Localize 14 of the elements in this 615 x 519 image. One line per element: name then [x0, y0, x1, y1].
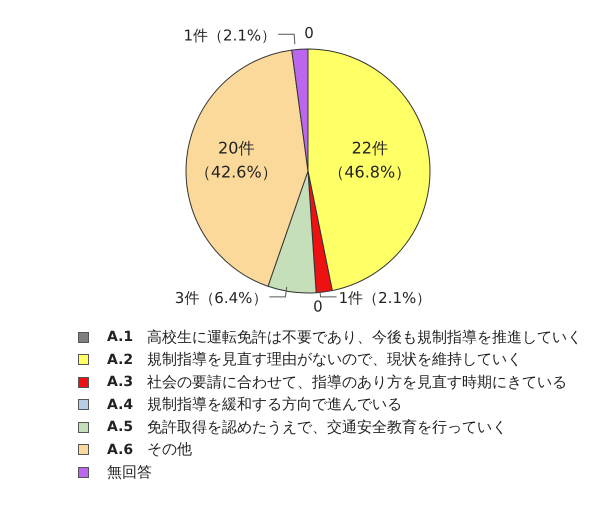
- legend-label: A.5 免許取得を認めたうえで、交通安全教育を行っていく: [107, 418, 507, 437]
- legend-label: A.3 社会の要請に合わせて、指導のあり方を見直す時期にきている: [107, 372, 567, 392]
- text: 0: [304, 24, 314, 42]
- legend-label: A.4 規制指導を緩和する方向で進んでいる: [107, 395, 402, 414]
- data-label: 1件（2.1%）: [338, 288, 432, 307]
- data-label: 1件（2.1%）: [184, 26, 276, 44]
- data-label: 3件（6.4%）: [174, 288, 268, 307]
- legend-label: A.6 その他: [107, 440, 192, 460]
- data-label: 22件（46.8%）: [328, 138, 412, 182]
- text: 0: [313, 298, 323, 316]
- data-label: 20件（42.6%）: [194, 138, 278, 182]
- legend-label: A.1 高校生に運転免許は不要であり、今後も規制指導を推進していく: [107, 328, 582, 347]
- legend-label: A.2 規制指導を見直す理由がないので、現状を維持していく: [107, 350, 522, 370]
- legend-label: 無回答: [107, 462, 152, 482]
